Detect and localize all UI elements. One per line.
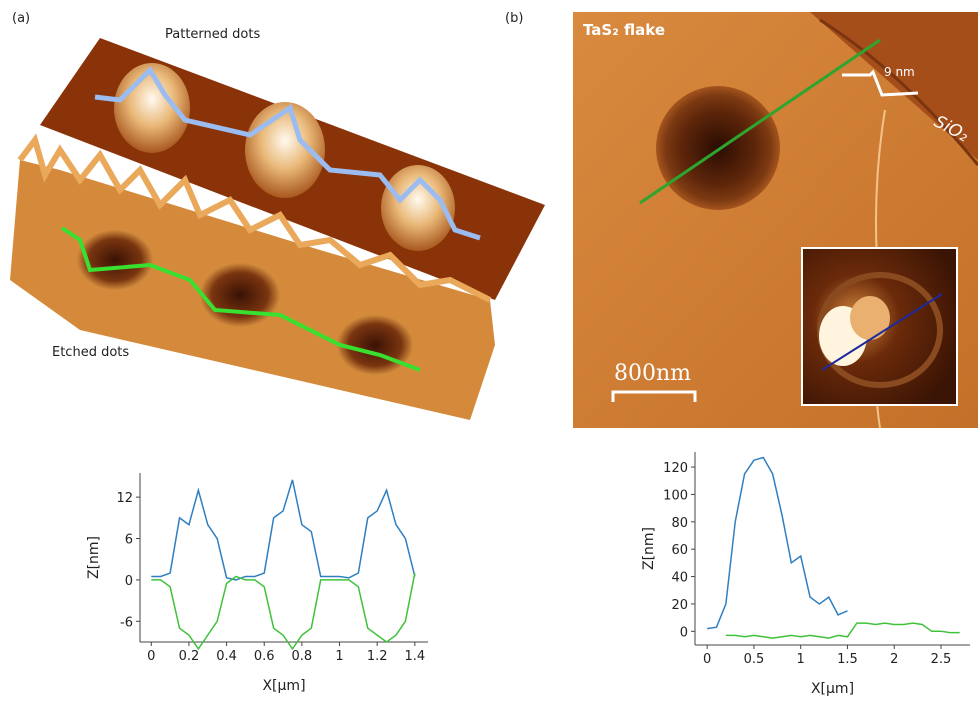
x-tick-label: 1.5 — [837, 652, 858, 667]
y-tick-label: 120 — [663, 461, 688, 476]
x-axis-label: X[µm] — [262, 678, 305, 694]
x-tick-label: 0 — [147, 649, 155, 664]
x-tick-label: 0.2 — [179, 649, 200, 664]
y-tick-label: 20 — [671, 598, 688, 613]
y-tick-label: 100 — [663, 488, 688, 503]
x-tick-label: 1.4 — [404, 649, 425, 664]
series-line — [707, 457, 847, 628]
panel-label: (b) — [505, 11, 523, 26]
annotation: TaS₂ flake — [583, 21, 665, 39]
y-tick-label: 80 — [671, 516, 688, 531]
series-line — [151, 573, 415, 649]
crater — [656, 86, 780, 210]
x-tick-label: 0.6 — [254, 649, 275, 664]
page: (a) Patterned dots Etched dots (b) TaS₂ … — [0, 0, 978, 700]
y-tick-label: 12 — [116, 491, 133, 506]
annotation: 800nm — [614, 361, 691, 386]
inset-bump — [850, 296, 890, 340]
y-tick-label: 40 — [671, 571, 688, 586]
x-tick-label: 1 — [335, 649, 343, 664]
x-tick-label: 1 — [797, 652, 805, 667]
y-tick-label: -6 — [120, 615, 133, 630]
panel-label: (a) — [12, 11, 30, 26]
x-tick-label: 2 — [890, 652, 898, 667]
annotation: Etched dots — [52, 345, 129, 360]
annotation: Patterned dots — [165, 27, 260, 42]
x-tick-label: 2.5 — [931, 652, 952, 667]
y-tick-label: 60 — [671, 543, 688, 558]
x-tick-label: 0.8 — [292, 649, 313, 664]
x-tick-label: 0.4 — [216, 649, 237, 664]
x-tick-label: 0.5 — [744, 652, 765, 667]
x-axis-label: X[µm] — [811, 681, 854, 697]
x-tick-label: 1.2 — [367, 649, 388, 664]
etched-hole — [200, 263, 280, 327]
y-axis-label: Z[nm] — [86, 536, 102, 579]
x-tick-label: 0 — [703, 652, 711, 667]
etched-hole — [337, 315, 413, 375]
y-tick-label: 6 — [125, 533, 133, 548]
y-tick-label: 0 — [125, 574, 133, 589]
annotation: 9 nm — [884, 65, 915, 79]
series-line — [151, 480, 415, 580]
figure: (a) Patterned dots Etched dots (b) TaS₂ … — [0, 0, 978, 700]
series-line — [726, 623, 960, 638]
y-tick-label: 0 — [680, 625, 688, 640]
y-axis-label: Z[nm] — [641, 527, 657, 570]
